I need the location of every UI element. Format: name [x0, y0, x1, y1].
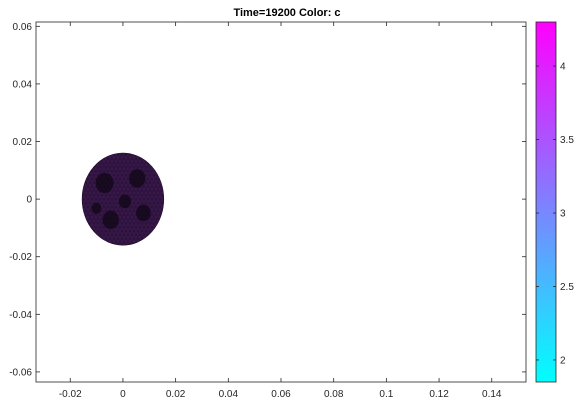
x-tick-label: 0.1 [379, 389, 393, 400]
mesh-patch [95, 172, 114, 194]
x-tick-label: 0.08 [324, 389, 344, 400]
x-tick-label: -0.02 [59, 389, 82, 400]
mesh-patch [136, 204, 151, 222]
colorbar-tick-label: 2 [560, 355, 566, 366]
x-tick-label: 0 [120, 389, 126, 400]
colorbar [535, 21, 557, 383]
x-tick-label: 0.06 [271, 389, 291, 400]
y-tick-label: -0.06 [9, 367, 32, 378]
x-tick-label: 0.04 [219, 389, 239, 400]
colorbar-tick-label: 2.5 [560, 282, 574, 293]
y-tick-label: -0.02 [9, 252, 32, 263]
y-axis: 0.06 0.04 0.02 0 -0.02 -0.04 -0.06 [9, 22, 526, 378]
y-tick-label: 0.06 [13, 22, 33, 33]
mesh-lines [82, 153, 164, 246]
y-tick-label: -0.04 [9, 310, 32, 321]
colorbar-tick-label: 3.5 [560, 135, 574, 146]
y-tick-label: 0.02 [13, 137, 33, 148]
x-tick-label: 0.12 [429, 389, 449, 400]
x-tick-label: 0.14 [482, 389, 502, 400]
colorbar-tick-label: 4 [560, 62, 566, 73]
mesh-patch [129, 169, 146, 188]
mesh-disk [81, 152, 165, 246]
x-tick-label: 0.02 [166, 389, 186, 400]
mesh-patch [91, 202, 102, 214]
mesh-patch [118, 194, 132, 209]
colorbar-axis: 4 3.5 3 2.5 2 [536, 62, 574, 366]
disk-mesh [82, 153, 164, 246]
x-axis: -0.02 0 0.02 0.04 0.06 0.08 0.1 0.12 0.14 [59, 22, 502, 400]
y-tick-label: 0.04 [13, 79, 33, 90]
mesh-patch [102, 210, 119, 230]
colorbar-tick-label: 3 [560, 209, 566, 220]
chart-title: Time=19200 Color: c [233, 7, 340, 19]
y-tick-label: 0 [26, 195, 32, 206]
